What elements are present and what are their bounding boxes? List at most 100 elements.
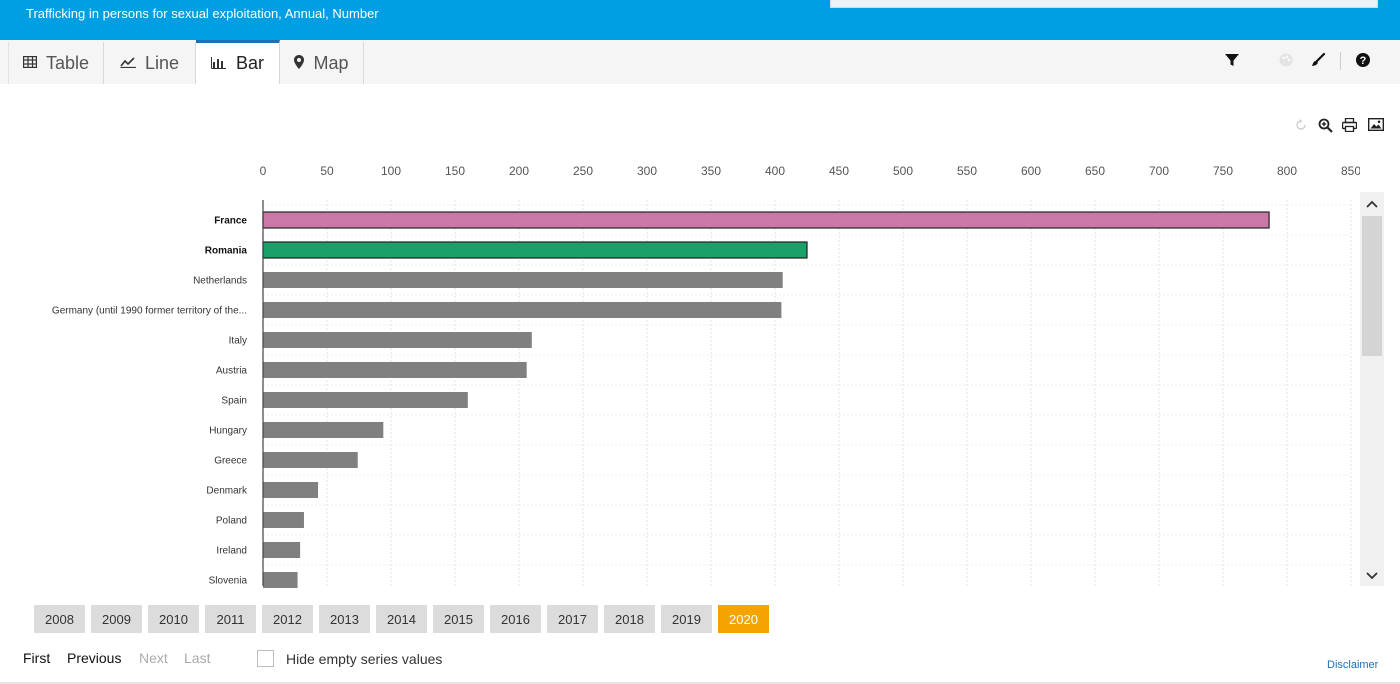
tab-map[interactable]: Map (280, 42, 364, 84)
brush-icon[interactable] (1310, 52, 1326, 73)
bar-greece[interactable] (263, 452, 358, 468)
chart-grid (263, 200, 1352, 586)
pager-first[interactable]: First (23, 650, 51, 666)
x-tick-label: 500 (893, 164, 913, 178)
category-label: Ireland (216, 546, 247, 557)
pager-last[interactable]: Last (184, 650, 211, 666)
year-button-2013[interactable]: 2013 (319, 605, 370, 633)
x-tick-label: 850 (1341, 164, 1360, 178)
scroll-up-icon[interactable] (1360, 192, 1384, 214)
tab-bar[interactable]: Bar (196, 40, 280, 84)
year-button-2009[interactable]: 2009 (91, 605, 142, 633)
bar-chart: 0 50 100 150 200 250 300 350 400 450 500 550 600 650 7… (52, 164, 1360, 588)
year-button-2018[interactable]: 2018 (604, 605, 655, 633)
category-label: Spain (221, 396, 247, 407)
x-tick-label: 800 (1277, 164, 1297, 178)
y-axis-categories: France Romania Netherlands Germany (until 1… (52, 216, 248, 587)
hide-empty-checkbox[interactable] (257, 650, 274, 667)
pager-previous[interactable]: Previous (67, 650, 122, 666)
category-label: Italy (229, 336, 247, 347)
category-label: Netherlands (193, 276, 247, 287)
year-button-2011[interactable]: 2011 (205, 605, 256, 633)
bar-denmark[interactable] (263, 482, 319, 498)
year-button-2014[interactable]: 2014 (376, 605, 427, 633)
filter-icon[interactable] (1224, 52, 1240, 73)
year-button-2019[interactable]: 2019 (661, 605, 712, 633)
category-label: Greece (214, 456, 247, 467)
bar-spain[interactable] (263, 392, 468, 408)
x-tick-label: 200 (509, 164, 529, 178)
x-tick-label: 450 (829, 164, 849, 178)
bar-slovenia[interactable] (263, 572, 298, 588)
year-button-2017[interactable]: 2017 (547, 605, 598, 633)
x-tick-label: 700 (1149, 164, 1169, 178)
year-button-2015[interactable]: 2015 (433, 605, 484, 633)
reset-icon[interactable] (1294, 118, 1308, 135)
scroll-down-icon[interactable] (1360, 564, 1384, 586)
scrollbar-thumb[interactable] (1362, 216, 1382, 356)
x-tick-label: 650 (1085, 164, 1105, 178)
x-tick-label: 100 (381, 164, 401, 178)
category-label: Poland (216, 516, 247, 527)
x-tick-label: 550 (957, 164, 977, 178)
title-bar: Trafficking in persons for sexual exploi… (0, 0, 1400, 40)
x-tick-label: 350 (701, 164, 721, 178)
bar-italy[interactable] (263, 332, 532, 348)
x-tick-label: 50 (320, 164, 334, 178)
category-label: Germany (until 1990 former territory of … (52, 306, 247, 317)
pager-next[interactable]: Next (139, 650, 168, 666)
year-button-2016[interactable]: 2016 (490, 605, 541, 633)
bar-romania[interactable] (262, 241, 808, 259)
category-label: Hungary (209, 426, 247, 437)
table-icon (22, 55, 38, 71)
x-tick-label: 600 (1021, 164, 1041, 178)
year-button-2010[interactable]: 2010 (148, 605, 199, 633)
category-label: Slovenia (209, 576, 248, 587)
bar-germany[interactable] (263, 302, 782, 318)
x-tick-label: 300 (637, 164, 657, 178)
print-icon[interactable] (1341, 117, 1358, 135)
x-tick-label: 750 (1213, 164, 1233, 178)
x-tick-label: 0 (260, 164, 267, 178)
tab-line-label: Line (144, 52, 180, 73)
hide-empty-label: Hide empty series values (286, 651, 443, 667)
category-label: France (214, 216, 247, 227)
zoom-icon[interactable] (1318, 118, 1333, 136)
help-icon[interactable]: ? (1355, 52, 1371, 73)
search-field-edge[interactable] (830, 0, 1378, 8)
bar-hungary[interactable] (263, 422, 384, 438)
tab-table[interactable]: Table (8, 42, 104, 84)
year-button-2020[interactable]: 2020 (718, 605, 769, 633)
bar-chart-icon (210, 56, 227, 72)
bar-netherlands[interactable] (263, 272, 783, 288)
x-axis-ticks: 0 50 100 150 200 250 300 350 400 450 500 550 600 650 7… (260, 164, 1360, 178)
bottom-divider (0, 682, 1400, 684)
category-label: Romania (205, 246, 248, 257)
category-label: Austria (216, 366, 248, 377)
palette-icon[interactable] (1278, 52, 1294, 73)
bar-ireland[interactable] (263, 542, 301, 558)
bar-poland[interactable] (263, 512, 304, 528)
toolbar-divider (1340, 52, 1341, 70)
image-export-icon[interactable] (1367, 117, 1385, 134)
year-button-2008[interactable]: 2008 (34, 605, 85, 633)
bar-austria[interactable] (263, 362, 527, 378)
chart-scrollbar[interactable] (1360, 192, 1384, 586)
disclaimer-link[interactable]: Disclaimer (1327, 659, 1379, 671)
tab-map-label: Map (313, 52, 349, 73)
dataset-title: Trafficking in persons for sexual exploi… (26, 6, 379, 21)
tab-bar-label: Bar (235, 53, 264, 73)
category-label: Denmark (206, 486, 248, 497)
map-marker-icon (294, 54, 305, 72)
bar-france[interactable] (262, 211, 1270, 229)
svg-text:?: ? (1360, 55, 1367, 67)
x-tick-label: 150 (445, 164, 465, 178)
x-tick-label: 250 (573, 164, 593, 178)
line-chart-icon (120, 55, 136, 71)
bar-series (262, 211, 1270, 588)
x-tick-label: 400 (765, 164, 785, 178)
tab-table-label: Table (45, 52, 90, 73)
year-button-2012[interactable]: 2012 (262, 605, 313, 633)
tab-line[interactable]: Line (104, 42, 196, 84)
view-tab-bar: Table Line Bar Map (0, 40, 1400, 84)
